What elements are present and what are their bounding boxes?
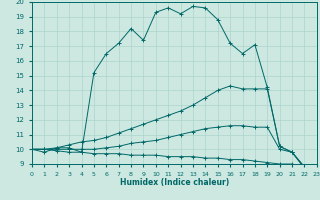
- X-axis label: Humidex (Indice chaleur): Humidex (Indice chaleur): [120, 178, 229, 187]
